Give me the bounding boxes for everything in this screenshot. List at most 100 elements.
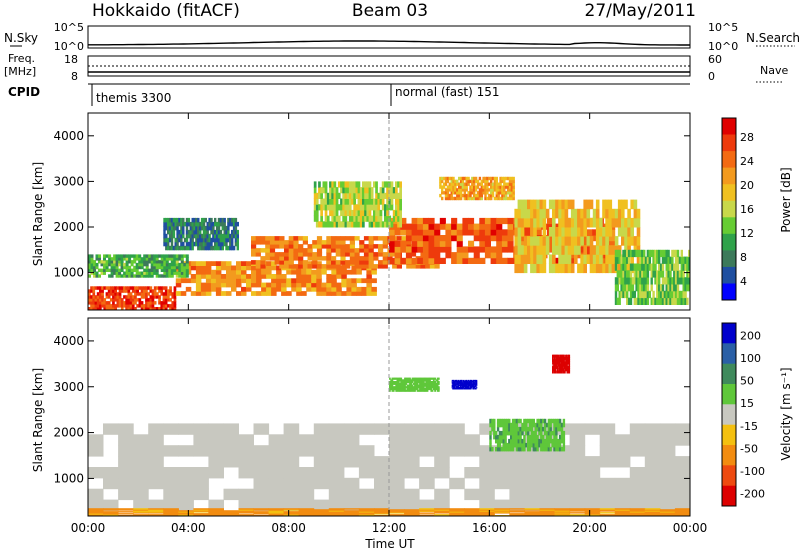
data-cell	[298, 260, 304, 265]
data-cell	[473, 383, 475, 385]
data-cell	[430, 382, 433, 385]
data-cell	[163, 509, 179, 511]
data-cell	[427, 379, 430, 382]
data-cell	[547, 418, 551, 424]
data-cell	[552, 359, 553, 363]
data-cell	[253, 477, 270, 490]
colorbar-swatch	[722, 151, 736, 169]
data-cell	[331, 221, 334, 228]
data-cell	[129, 298, 133, 302]
data-cell	[569, 252, 576, 259]
data-cell	[105, 260, 109, 264]
data-cell	[463, 382, 465, 384]
data-cell	[458, 382, 460, 384]
data-cell	[223, 514, 239, 516]
data-cell	[189, 221, 192, 227]
data-cell	[103, 301, 107, 305]
data-cell	[276, 278, 282, 284]
data-cell	[125, 304, 128, 308]
data-cell	[95, 265, 99, 270]
data-cell	[343, 513, 360, 515]
data-cell	[371, 291, 377, 296]
data-cell	[416, 389, 419, 392]
data-cell	[298, 256, 304, 261]
data-cell	[417, 257, 424, 264]
data-cell	[468, 257, 475, 264]
data-cell	[608, 245, 613, 255]
data-cell	[331, 269, 337, 275]
data-cell	[95, 254, 99, 258]
data-cell	[328, 467, 345, 479]
data-cell	[497, 185, 500, 189]
data-cell	[554, 513, 571, 515]
data-cell	[558, 363, 560, 367]
data-cell	[210, 237, 213, 243]
data-cell	[118, 260, 122, 264]
data-cell	[658, 284, 661, 292]
data-cell	[463, 384, 465, 387]
data-cell	[193, 508, 209, 510]
data-cell	[274, 244, 280, 249]
data-cell	[288, 240, 294, 245]
data-cell	[130, 260, 134, 264]
data-cell	[510, 179, 514, 184]
data-cell	[462, 383, 464, 385]
y-tick-label: 4000	[53, 129, 84, 143]
data-cell	[580, 227, 584, 237]
data-cell	[605, 199, 609, 210]
data-cell	[678, 297, 682, 305]
data-cell	[128, 260, 132, 264]
data-cell	[551, 438, 554, 444]
data-cell	[557, 446, 560, 452]
data-cell	[463, 385, 465, 388]
data-cell	[283, 509, 300, 511]
data-cell	[414, 377, 416, 380]
data-cell	[644, 510, 661, 512]
data-cell	[491, 193, 495, 198]
data-cell	[465, 193, 468, 198]
data-cell	[461, 387, 463, 390]
data-cell	[542, 426, 545, 432]
data-cell	[562, 357, 563, 360]
data-cell	[346, 204, 350, 211]
data-cell	[462, 252, 469, 259]
data-cell	[94, 304, 98, 308]
data-cell	[238, 509, 254, 511]
data-cell	[390, 198, 394, 205]
data-cell	[444, 179, 448, 184]
data-cell	[417, 389, 420, 392]
data-cell	[358, 456, 375, 468]
data-cell	[465, 382, 467, 384]
data-cell	[595, 236, 600, 246]
data-cell	[431, 389, 434, 392]
data-cell	[422, 389, 425, 392]
data-cell	[269, 240, 276, 245]
data-cell	[163, 265, 167, 270]
data-cell	[417, 217, 424, 225]
data-cell	[116, 286, 120, 290]
data-cell	[173, 265, 177, 270]
data-cell	[127, 295, 131, 299]
data-cell	[268, 514, 285, 516]
data-cell	[489, 422, 492, 428]
data-cell	[231, 245, 234, 251]
data-cell	[501, 240, 508, 247]
data-cell	[510, 188, 514, 192]
data-cell	[333, 192, 337, 199]
data-cell	[163, 268, 167, 272]
data-cell	[140, 257, 144, 261]
data-cell	[555, 227, 559, 237]
data-cell	[630, 217, 634, 228]
data-cell	[348, 181, 352, 188]
data-cell	[482, 179, 485, 184]
data-cell	[238, 512, 254, 514]
data-cell	[476, 384, 478, 387]
data-cell	[422, 217, 429, 225]
data-cell	[490, 252, 497, 259]
data-cell	[165, 254, 169, 258]
data-cell	[349, 256, 355, 261]
data-cell	[361, 286, 367, 292]
cpid-label: CPID	[8, 85, 40, 99]
data-cell	[455, 381, 457, 383]
data-cell	[650, 263, 653, 271]
